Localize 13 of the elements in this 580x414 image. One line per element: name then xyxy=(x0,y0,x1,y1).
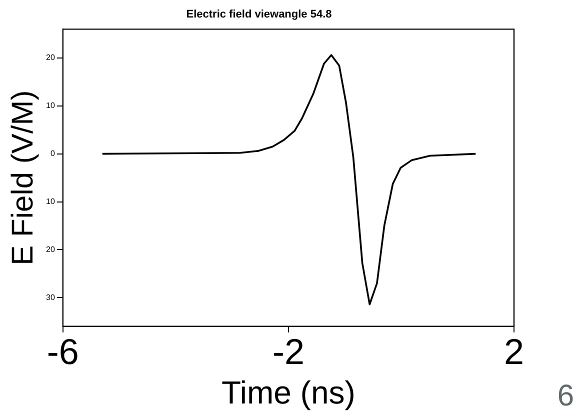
y-tick-label: 10 xyxy=(46,101,56,110)
y-tick-label: 20 xyxy=(46,244,56,254)
x-tick-label: -6 xyxy=(46,330,79,372)
y-tick-label: 0 xyxy=(50,149,56,158)
text: 6 xyxy=(557,379,574,412)
x-tick-label: -2 xyxy=(272,330,304,372)
x-axis-title: Time (ns) xyxy=(221,374,356,411)
y-tick-label: 30 xyxy=(46,292,56,302)
y-tick-label: 10 xyxy=(46,196,56,206)
y-axis-title: E Field (V/M) xyxy=(6,90,40,266)
x-tick-label: 2 xyxy=(504,330,524,372)
y-tick-label: 20 xyxy=(46,53,56,62)
chart-title: Electric field viewangle 54.8 xyxy=(186,8,332,21)
